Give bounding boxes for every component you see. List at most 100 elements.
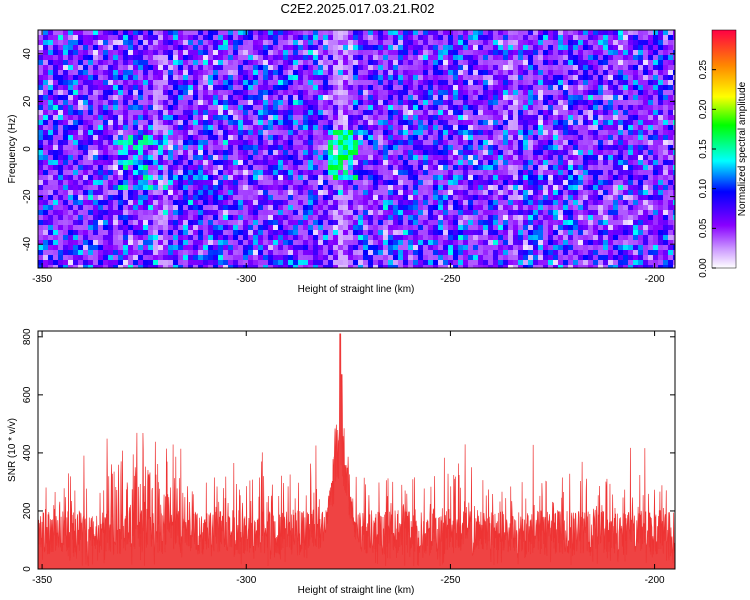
heatmap-cell <box>423 205 429 211</box>
heatmap-cell <box>423 175 429 181</box>
heatmap-cell <box>83 220 89 226</box>
heatmap-cell <box>238 170 244 176</box>
heatmap-cell <box>243 180 249 186</box>
heatmap-cell <box>398 200 404 206</box>
heatmap-cell <box>148 95 154 101</box>
heatmap-cell <box>38 205 44 211</box>
heatmap-cell <box>623 60 629 66</box>
heatmap-cell <box>148 120 154 126</box>
heatmap-cell <box>503 140 509 146</box>
heatmap-cell <box>138 170 144 176</box>
heatmap-cell <box>568 110 574 116</box>
heatmap-cell <box>48 40 54 46</box>
heatmap-cell <box>668 35 674 41</box>
heatmap-cell <box>438 100 444 106</box>
heatmap-cell <box>668 200 674 206</box>
heatmap-cell <box>198 50 204 56</box>
heatmap-cell <box>153 125 159 131</box>
heatmap-cell <box>628 45 634 51</box>
heatmap-cell <box>613 195 619 201</box>
heatmap-cell <box>313 30 319 36</box>
heatmap-cell <box>193 105 199 111</box>
heatmap-cell <box>558 195 564 201</box>
heatmap-cell <box>658 45 664 51</box>
heatmap-cell <box>493 220 499 226</box>
heatmap-cell <box>523 30 529 36</box>
heatmap-cell <box>43 50 49 56</box>
heatmap-cell <box>78 100 84 106</box>
heatmap-cell <box>118 105 124 111</box>
heatmap-cell <box>628 145 634 151</box>
heatmap-cell <box>123 70 129 76</box>
heatmap-cell <box>378 215 384 221</box>
heatmap-cell <box>98 65 104 71</box>
heatmap-cell <box>253 60 259 66</box>
heatmap-cell <box>648 95 654 101</box>
heatmap-cell <box>368 185 374 191</box>
heatmap-cell <box>348 215 354 221</box>
heatmap-cell <box>283 40 289 46</box>
heatmap-cell <box>168 205 174 211</box>
heatmap-cell <box>63 210 69 216</box>
heatmap-cell <box>253 125 259 131</box>
heatmap-cell <box>138 145 144 151</box>
heatmap-cell <box>173 155 179 161</box>
heatmap-cell <box>658 190 664 196</box>
heatmap-cell <box>208 65 214 71</box>
heatmap-cell <box>48 130 54 136</box>
heatmap-cell <box>153 205 159 211</box>
heatmap-cell <box>133 40 139 46</box>
heatmap-cell <box>388 140 394 146</box>
heatmap-cell <box>363 115 369 121</box>
heatmap-cell <box>268 125 274 131</box>
heatmap-cell <box>293 80 299 86</box>
heatmap-cell <box>243 190 249 196</box>
heatmap-cell <box>633 95 639 101</box>
heatmap-cell <box>138 60 144 66</box>
heatmap-cell <box>183 215 189 221</box>
heatmap-cell <box>338 205 344 211</box>
heatmap-cell <box>538 150 544 156</box>
heatmap-cell <box>253 160 259 166</box>
heatmap-cell <box>433 185 439 191</box>
heatmap-cell <box>463 200 469 206</box>
heatmap-cell <box>308 125 314 131</box>
heatmap-cell <box>283 160 289 166</box>
heatmap-cell <box>218 105 224 111</box>
heatmap-cell <box>463 75 469 81</box>
heatmap-cell <box>453 120 459 126</box>
heatmap-cell <box>68 210 74 216</box>
heatmap-cell <box>198 210 204 216</box>
heatmap-cell <box>293 140 299 146</box>
heatmap-cell <box>153 215 159 221</box>
heatmap-cell <box>368 215 374 221</box>
heatmap-cell <box>423 185 429 191</box>
heatmap-cell <box>263 170 269 176</box>
heatmap-cell <box>558 180 564 186</box>
heatmap-cell <box>83 65 89 71</box>
heatmap-cell <box>583 105 589 111</box>
heatmap-cell <box>268 210 274 216</box>
heatmap-cell <box>153 95 159 101</box>
heatmap-cell <box>653 60 659 66</box>
heatmap-cell <box>273 135 279 141</box>
heatmap-cell <box>278 155 284 161</box>
heatmap-cell <box>563 45 569 51</box>
heatmap-cell <box>288 205 294 211</box>
heatmap-cell <box>658 175 664 181</box>
heatmap-cell <box>653 200 659 206</box>
heatmap-cell <box>123 35 129 41</box>
heatmap-cell <box>293 55 299 61</box>
heatmap-cell <box>403 85 409 91</box>
heatmap-cell <box>638 115 644 121</box>
heatmap-cell <box>463 90 469 96</box>
heatmap-cell <box>248 130 254 136</box>
heatmap-cell <box>513 50 519 56</box>
heatmap-cell <box>318 50 324 56</box>
heatmap-cell <box>533 75 539 81</box>
heatmap-cell <box>413 175 419 181</box>
heatmap-cell <box>238 80 244 86</box>
heatmap-cell <box>43 90 49 96</box>
heatmap-cell <box>63 220 69 226</box>
heatmap-cell <box>398 65 404 71</box>
